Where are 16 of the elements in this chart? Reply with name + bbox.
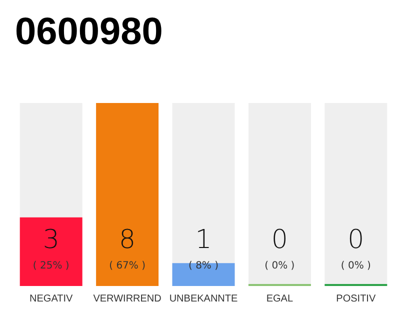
data-label: 1 (195, 225, 212, 255)
x-tick-label: EGAL (266, 294, 294, 304)
data-label: 3 (42, 225, 60, 255)
annotation: ( 8% ) (188, 260, 219, 272)
x-tick-label: VERWIRREND (93, 294, 162, 304)
x-tick-label: NEGATIV (30, 294, 74, 304)
annotation: ( 0% ) (264, 260, 295, 272)
x-tick-label: POSITIV (336, 294, 376, 304)
x-tick-label: UNBEKANNTE (169, 294, 238, 304)
data-label: 8 (119, 225, 136, 255)
chart-title: 0600980 (15, 11, 163, 53)
annotation: ( 25% ) (32, 260, 70, 272)
data-label: 0 (348, 225, 364, 255)
annotation: ( 0% ) (340, 260, 372, 272)
data-label: 0 (271, 225, 288, 255)
annotation: ( 67% ) (109, 260, 146, 272)
